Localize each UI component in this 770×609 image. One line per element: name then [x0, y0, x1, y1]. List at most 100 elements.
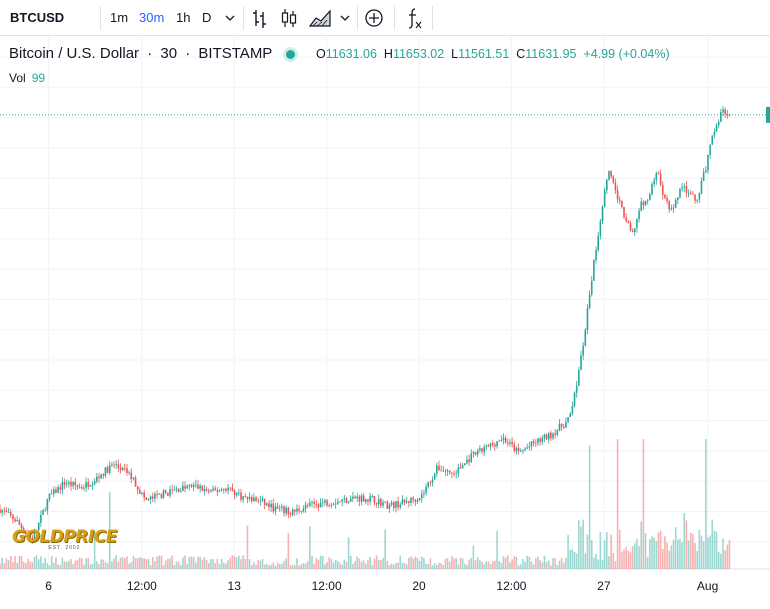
- volume-bar: [496, 530, 498, 569]
- volume-bar: [713, 530, 716, 569]
- candle-body: [696, 199, 698, 201]
- volume-bar: [104, 562, 107, 569]
- volume-bar: [433, 563, 436, 569]
- volume-bar: [222, 562, 225, 569]
- add-compare-button[interactable]: [364, 0, 384, 36]
- volume-bar: [14, 555, 16, 569]
- volume-bar: [29, 561, 31, 569]
- candle-body: [85, 482, 87, 488]
- volume-bar: [164, 560, 167, 569]
- volume-bar: [136, 558, 139, 569]
- interval-30m[interactable]: 30m: [139, 10, 165, 25]
- indicators-icon: [408, 8, 422, 29]
- candle-body: [55, 489, 57, 493]
- candle-body: [294, 509, 296, 512]
- volume-bar: [160, 555, 163, 569]
- volume-bar: [481, 561, 483, 569]
- volume-bar: [674, 527, 677, 569]
- volume-bar: [283, 561, 285, 569]
- area-chart-icon: [308, 9, 331, 27]
- candle-body: [702, 172, 705, 182]
- volume-bar: [203, 557, 206, 569]
- candle-body: [218, 490, 221, 492]
- volume-bar: [309, 526, 311, 569]
- volume-bar: [1, 557, 3, 569]
- candle-body: [530, 441, 533, 447]
- candle-body: [640, 201, 643, 211]
- candle-body: [392, 502, 395, 508]
- candle-body: [72, 482, 74, 486]
- symbol-search[interactable]: BTCUSD: [10, 10, 65, 25]
- candle-body: [522, 450, 524, 452]
- candle-body: [326, 500, 328, 506]
- candle-body: [388, 504, 391, 509]
- candle-body: [227, 487, 229, 491]
- volume-bar: [287, 533, 290, 569]
- candle-body: [298, 508, 300, 512]
- low-value: 11561.51: [458, 47, 510, 61]
- volume-bar: [270, 564, 272, 569]
- volume-bar: [705, 439, 707, 569]
- volume-bar: [65, 561, 68, 569]
- candle-body: [220, 489, 223, 491]
- toolbar-divider: [243, 6, 244, 30]
- candle-body: [139, 489, 141, 494]
- candle-body: [668, 200, 671, 210]
- candle-body: [500, 440, 503, 442]
- area-chart-button[interactable]: [308, 0, 332, 36]
- candle-body: [154, 493, 156, 499]
- candle-body: [653, 180, 655, 185]
- volume-value: 99: [31, 71, 46, 85]
- volume-bar: [332, 562, 335, 569]
- indicators-button[interactable]: [404, 0, 424, 36]
- volume-bar: [582, 519, 584, 569]
- candle-body: [201, 485, 204, 492]
- volume-bar: [278, 563, 281, 569]
- market-status-dot: [286, 50, 295, 59]
- volume-bar: [418, 561, 421, 569]
- volume-bar: [532, 564, 535, 569]
- bar-chart-icon: [253, 10, 266, 28]
- interval-1m[interactable]: 1m: [110, 10, 129, 25]
- volume-bar: [184, 555, 186, 569]
- volume-bar: [238, 555, 240, 569]
- volume-bar: [268, 565, 270, 569]
- volume-bar: [40, 556, 42, 569]
- candle-body: [212, 488, 214, 491]
- candle-body: [457, 467, 460, 474]
- volume-bar: [586, 534, 589, 569]
- volume-bar: [315, 558, 318, 569]
- volume-bar: [599, 532, 602, 569]
- bar-chart-button[interactable]: [251, 0, 269, 36]
- candle-body: [358, 496, 361, 502]
- chevron-down-icon: [225, 15, 235, 21]
- candle-body: [306, 504, 309, 506]
- intervals-dropdown[interactable]: [224, 0, 236, 36]
- candles-button[interactable]: [280, 0, 298, 36]
- candle-body: [707, 154, 709, 171]
- toolbar-divider: [432, 6, 433, 30]
- chart-style-dropdown[interactable]: [339, 0, 351, 36]
- candle-body: [519, 451, 522, 452]
- candle-body: [304, 504, 307, 509]
- candle-body: [380, 499, 382, 506]
- volume-bar: [100, 559, 102, 569]
- volume-bar: [476, 557, 479, 569]
- volume-bar: [108, 492, 111, 569]
- candle-body: [134, 477, 137, 487]
- candle-body: [188, 485, 191, 487]
- candle-body: [541, 438, 544, 442]
- volume-bar: [618, 529, 621, 569]
- interval-d[interactable]: D: [202, 10, 212, 25]
- candle-body: [444, 470, 447, 472]
- interval-1h[interactable]: 1h: [176, 10, 191, 25]
- candle-body: [167, 492, 169, 496]
- volume-bar: [425, 563, 427, 569]
- candle-body: [547, 432, 550, 440]
- volume-bar: [113, 558, 115, 569]
- candle-body: [606, 179, 608, 191]
- volume-bar: [489, 564, 492, 569]
- candle-body: [354, 496, 356, 499]
